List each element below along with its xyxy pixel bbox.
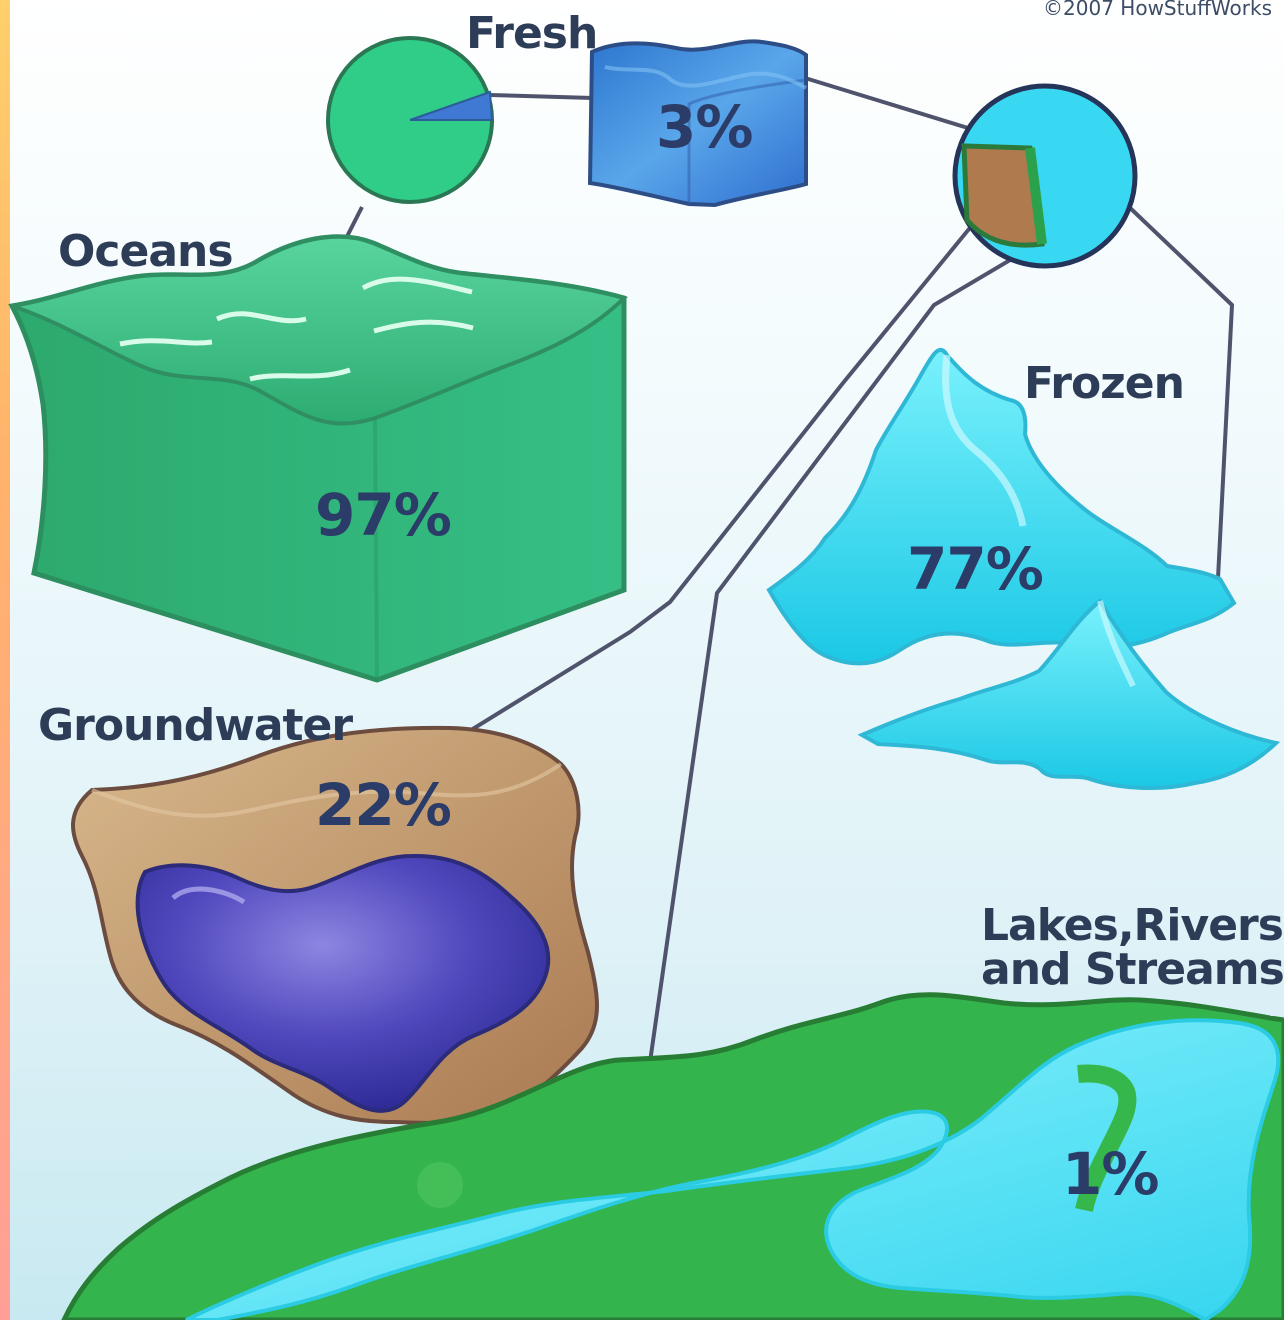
lakes-label-line-1: Lakes,Rivers, xyxy=(981,900,1284,951)
lakes-label: Lakes,Rivers, and Streams xyxy=(981,904,1284,992)
groundwater-connector-line xyxy=(440,216,980,750)
fresh-to-frozen-line xyxy=(804,76,969,130)
lakes-percentage: 1% xyxy=(1062,1140,1159,1208)
lakes-label-line-2: and Streams xyxy=(981,944,1284,995)
oceans-label: Oceans xyxy=(58,226,234,277)
groundwater-label: Groundwater xyxy=(38,700,353,751)
frozen-iceberg xyxy=(766,347,1281,790)
ocean-to-fresh-line xyxy=(489,93,594,100)
fresh-percentage: 3% xyxy=(656,93,753,161)
groundwater-percentage: 22% xyxy=(315,771,452,839)
copyright-text: ©2007 HowStuffWorks xyxy=(1043,0,1272,20)
frozen-circle-to-iceberg-line xyxy=(1104,183,1235,579)
oceans-percentage: 97% xyxy=(315,481,452,549)
frozen-pie-chart xyxy=(952,83,1138,269)
oceans-water-box xyxy=(8,234,628,683)
frozen-label: Frozen xyxy=(1024,358,1185,409)
oceans-pie-chart xyxy=(326,36,494,204)
fresh-label: Fresh xyxy=(466,8,598,59)
groundwater-rock xyxy=(71,725,599,1125)
left-accent-strip xyxy=(0,0,10,1320)
fresh-water-cube xyxy=(587,39,808,208)
frozen-percentage: 77% xyxy=(907,535,1044,603)
lakes-connector-line xyxy=(643,248,1029,1098)
lakes-rivers-landscape xyxy=(61,992,1284,1320)
